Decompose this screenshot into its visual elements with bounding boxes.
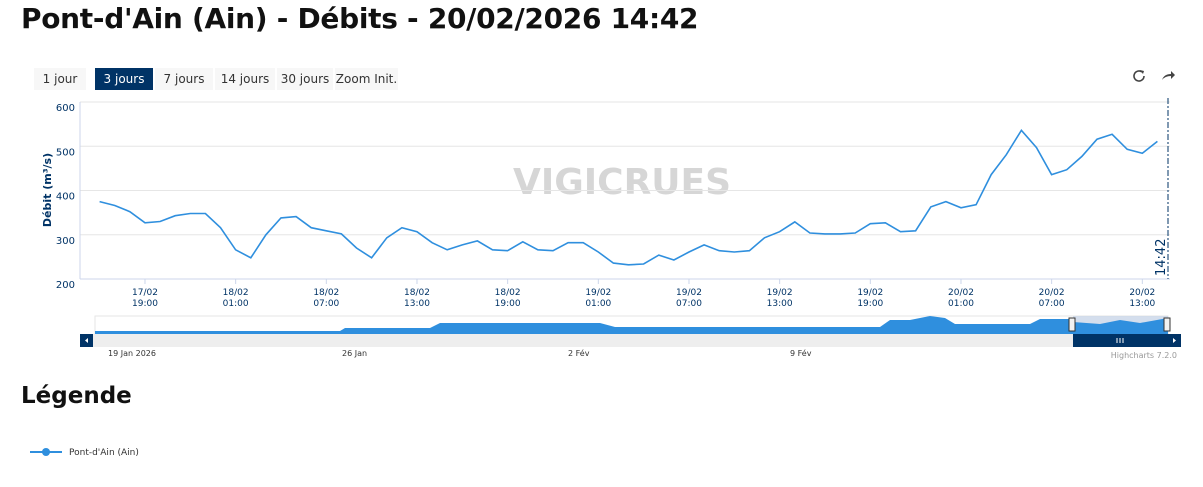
share-icon[interactable] — [1162, 71, 1175, 80]
x-tick-label: 19/02 01:00 — [585, 288, 612, 309]
x-tick-label: 18/02 07:00 — [313, 288, 340, 309]
navigator-series — [95, 316, 1073, 334]
navigator-series-selected — [1073, 318, 1168, 334]
x-tick-label: 19/02 13:00 — [766, 288, 793, 309]
legend-label[interactable]: Pont-d'Ain (Ain) — [69, 448, 139, 458]
scrollbar-track[interactable] — [80, 334, 1181, 347]
x-tick-label: 18/02 01:00 — [222, 288, 249, 309]
plot-line-label: 14:42 — [1154, 239, 1169, 276]
range-button[interactable]: 14 jours — [215, 68, 275, 90]
refresh-icon[interactable] — [1133, 70, 1145, 82]
navigator-label: 9 Fév — [790, 348, 812, 358]
y-tick-label: 200 — [56, 280, 75, 291]
range-button[interactable]: 30 jours — [277, 68, 333, 90]
legend-marker — [42, 448, 50, 456]
range-button[interactable]: 3 jours — [95, 68, 153, 90]
legend-title: Légende — [21, 383, 132, 409]
x-tick-label: 18/02 19:00 — [494, 288, 521, 309]
y-axis-title: Débit (m³/s) — [41, 153, 54, 227]
page-title: Pont-d'Ain (Ain) - Débits - 20/02/2026 1… — [21, 2, 699, 35]
legend: Pont-d'Ain (Ain) — [30, 448, 139, 458]
toolbar — [1133, 70, 1175, 82]
y-tick-label: 400 — [56, 192, 75, 203]
navigator-handle[interactable] — [1163, 317, 1171, 332]
range-button[interactable]: 7 jours — [155, 68, 213, 90]
range-button[interactable]: Zoom Init. — [335, 68, 398, 90]
navigator-handle[interactable] — [1068, 317, 1076, 332]
x-tick-label: 20/02 07:00 — [1038, 288, 1065, 309]
credits: Highcharts 7.2.0 — [1111, 351, 1177, 360]
y-tick-label: 600 — [56, 103, 75, 114]
refresh-arrow — [1140, 70, 1144, 74]
range-button[interactable]: 1 jour — [34, 68, 86, 90]
x-tick-label: 20/02 13:00 — [1129, 288, 1156, 309]
series-line — [99, 128, 1158, 266]
scrollbar-arrow — [1173, 338, 1176, 343]
x-tick-label: 17/02 19:00 — [132, 288, 158, 309]
x-tick-label: 19/02 19:00 — [857, 288, 884, 309]
x-tick-label: 18/02 13:00 — [404, 288, 430, 309]
navigator-label: 26 Jan — [342, 349, 367, 358]
x-tick-label: 20/02 01:00 — [948, 288, 974, 309]
navigator-label: 2 Fév — [568, 348, 590, 358]
navigator — [80, 315, 1181, 347]
watermark: VIGICRUES — [513, 162, 731, 203]
navigator-label: 19 Jan 2026 — [108, 349, 156, 358]
scrollbar-grip — [1116, 338, 1124, 343]
x-tick-label: 19/02 07:00 — [676, 288, 702, 309]
scrollbar-arrow — [85, 338, 88, 343]
y-tick-label: 300 — [56, 236, 75, 247]
y-tick-label: 500 — [56, 147, 75, 158]
